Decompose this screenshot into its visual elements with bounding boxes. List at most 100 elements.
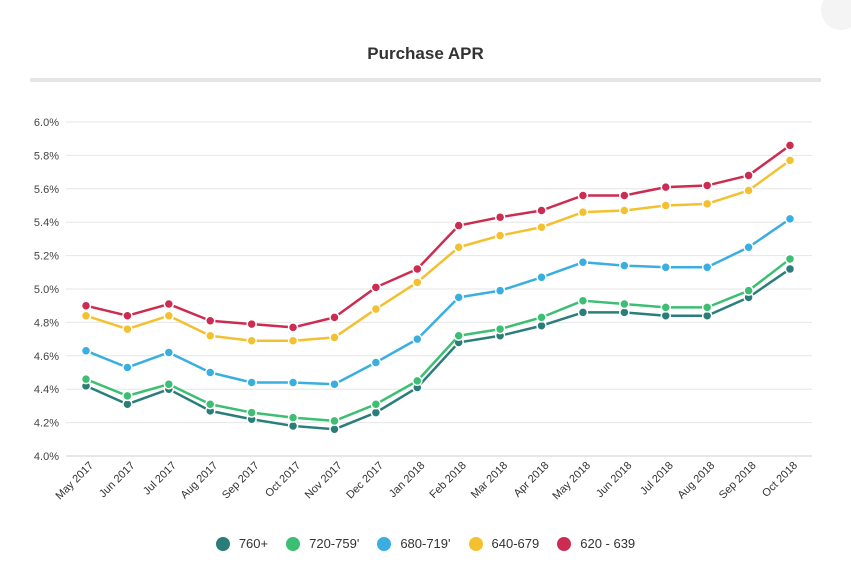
legend-label: 620 - 639 (580, 536, 636, 551)
data-point (370, 398, 382, 410)
series-line-1 (85, 257, 791, 423)
data-point (453, 242, 464, 253)
data-point (619, 260, 630, 271)
chart-legend: 760+ 720-759' 680-719' 640-679 620 - 639 (0, 536, 851, 551)
legend-marker-icon (557, 536, 572, 551)
data-point (619, 205, 630, 216)
y-tick-label: 4.2% (34, 418, 59, 430)
data-point (329, 415, 340, 427)
y-tick-label: 5.6% (34, 184, 59, 196)
legend-label: 760+ (238, 536, 269, 551)
data-point (204, 367, 216, 378)
x-tick-label: Jul 2017 (141, 460, 179, 498)
data-point (619, 298, 630, 310)
y-tick-label: 6.0% (34, 117, 59, 129)
data-point (453, 220, 464, 231)
data-point (204, 315, 216, 326)
data-point (619, 190, 630, 201)
data-point (784, 213, 796, 225)
data-point (660, 302, 672, 313)
data-point (80, 300, 92, 311)
data-point (246, 318, 257, 330)
data-point (287, 322, 299, 333)
y-tick-label: 5.8% (34, 150, 59, 162)
data-point (494, 211, 506, 223)
data-point (660, 181, 672, 193)
data-point (701, 198, 713, 210)
data-point (163, 347, 175, 358)
data-point (204, 330, 216, 342)
data-point (412, 263, 423, 275)
y-tick-label: 5.2% (34, 251, 59, 263)
data-point (163, 298, 175, 310)
data-point (204, 398, 216, 410)
x-tick-label: Feb 2018 (427, 460, 468, 501)
x-tick-label: Nov 2017 (303, 460, 345, 502)
data-point (743, 285, 754, 296)
data-point (453, 330, 464, 342)
data-point (784, 155, 796, 166)
data-point (370, 303, 382, 315)
legend-marker-icon (286, 536, 301, 551)
data-point (577, 257, 589, 268)
data-point (412, 333, 423, 345)
data-point (163, 310, 175, 321)
legend-item[interactable]: 720-759' (286, 536, 359, 551)
data-point (536, 272, 547, 283)
data-point (784, 140, 796, 151)
data-point (743, 170, 754, 181)
series-line-2 (85, 217, 791, 386)
data-point (660, 200, 672, 211)
data-point (701, 302, 713, 313)
line-chart: 4.0% 4.2% 4.4% 4.6% 4.8% 5.0% 5.2% 5.4% 5.6% 5.8%… (34, 117, 812, 503)
data-point (577, 206, 589, 218)
data-point (287, 335, 299, 347)
data-point (370, 357, 382, 368)
legend-marker-icon (377, 536, 392, 551)
x-tick-label: Jan 2018 (387, 460, 427, 500)
data-point (246, 377, 257, 388)
data-point (287, 377, 299, 388)
y-tick-label: 4.8% (34, 317, 59, 329)
series-line-4 (85, 144, 791, 329)
data-point (494, 323, 506, 335)
legend-item[interactable]: 680-719' (377, 536, 451, 551)
legend-item[interactable]: 640-679 (468, 536, 540, 551)
data-point (80, 345, 92, 357)
legend-item[interactable]: 760+ (215, 536, 269, 551)
data-point (412, 375, 423, 387)
x-tick-label: Jun 2018 (594, 460, 634, 500)
x-tick-label: Aug 2018 (676, 460, 718, 502)
data-point (577, 307, 589, 318)
title-divider (30, 78, 821, 82)
x-tick-label: Jun 2017 (97, 460, 137, 500)
data-point (743, 185, 754, 196)
x-tick-label: May 2018 (550, 460, 593, 503)
data-point (122, 323, 133, 335)
x-tick-label: Oct 2018 (760, 460, 800, 500)
legend-item[interactable]: 620 - 639 (557, 536, 635, 551)
data-point (453, 292, 464, 303)
y-tick-label: 5.4% (34, 217, 59, 229)
y-tick-label: 4.4% (34, 384, 59, 396)
series-line-0 (85, 267, 791, 431)
data-point (494, 285, 506, 296)
x-tick-label: Dec 2017 (344, 460, 386, 502)
data-point (80, 310, 92, 321)
data-point (370, 282, 382, 293)
data-point (287, 412, 299, 423)
data-point (80, 373, 92, 385)
data-point (412, 277, 423, 288)
x-tick-label: Jul 2018 (638, 460, 676, 498)
data-point (536, 221, 547, 233)
data-point (122, 390, 133, 402)
legend-label: 680-719' (400, 536, 451, 551)
data-point (329, 312, 340, 323)
data-point (701, 180, 713, 191)
data-point (784, 263, 796, 275)
data-point (122, 310, 133, 321)
chart-title: Purchase APR (367, 44, 484, 63)
legend-label: 640-679 (491, 536, 540, 551)
legend-marker-icon (215, 536, 230, 551)
